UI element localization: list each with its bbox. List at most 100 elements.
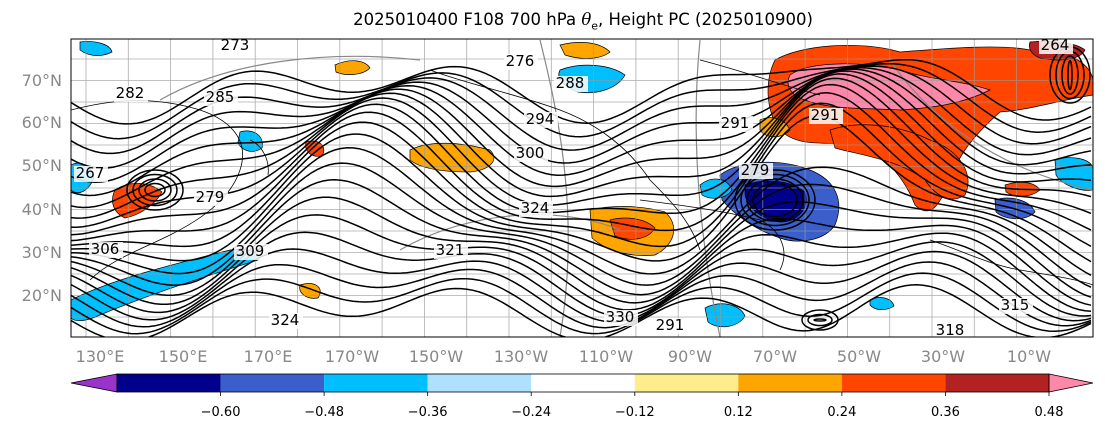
contour-label: 279: [196, 188, 225, 206]
height-contour: [71, 66, 1092, 169]
closed-contour: [734, 169, 816, 231]
contour-label-bg: [554, 76, 588, 92]
contour-label: 285: [206, 88, 235, 106]
contour-label-bg: [809, 108, 843, 124]
colorbar: [70, 373, 1094, 393]
lon-axis-labels: 130°E 150°E 170°E 170°W 150°W 130°W 110°W 90°W 7…: [76, 347, 1052, 366]
closed-contour: [1067, 59, 1073, 91]
height-contour: [71, 231, 1092, 317]
contour-label: 294: [526, 110, 555, 128]
height-contour: [71, 147, 1092, 276]
closed-contour: [813, 318, 827, 322]
lon-tick-label: 110°W: [579, 347, 634, 366]
colorbar-segment: [220, 374, 325, 392]
contour-label-bg: [269, 313, 303, 329]
height-contour: [71, 58, 1092, 125]
contour-label-bg: [604, 310, 638, 326]
lon-tick-label: 130°E: [76, 347, 125, 366]
contour-label: 330: [606, 308, 635, 326]
contour-label-bg: [504, 54, 538, 70]
colorbar-tick-label: −0.36: [408, 405, 448, 420]
contour-label: 324: [271, 311, 300, 329]
lon-tick-label: 30°W: [921, 347, 965, 366]
contour-label: 276: [506, 52, 535, 70]
map-frame: [70, 38, 1094, 338]
contour-label-bg: [519, 201, 553, 217]
colorbar-tick-labels: −0.60 −0.48 −0.36 −0.24 −0.12 0.12 0.24 0.36 0.4…: [201, 392, 1064, 420]
contour-label-bg: [934, 323, 968, 337]
lon-tick-label: 90°W: [668, 347, 712, 366]
contour-label: 267: [76, 164, 105, 182]
contour-label-bg: [234, 244, 268, 260]
height-contour: [71, 272, 1092, 335]
colorbar-tick-label: −0.60: [201, 405, 241, 420]
contour-label: 315: [1001, 296, 1030, 314]
colorbar-tick-label: −0.12: [615, 405, 655, 420]
closed-contour: [746, 178, 804, 222]
colorbar-tick-label: 0.36: [931, 405, 960, 420]
lat-tick-label: 40°N: [22, 200, 62, 219]
contour-label: 282: [116, 84, 145, 102]
colorbar-segment: [841, 374, 946, 392]
height-contour: [71, 73, 1092, 209]
colorbar-segment: [945, 374, 1049, 392]
contour-label-bg: [999, 298, 1033, 314]
colorbar-tick-label: 0.12: [724, 405, 753, 420]
colorbar-segment: [634, 374, 739, 392]
closed-contour: [752, 182, 798, 218]
lon-tick-label: 50°W: [837, 347, 881, 366]
positive-anomaly-north: [559, 42, 611, 59]
height-contour: [71, 83, 1092, 228]
lon-tick-label: 130°W: [494, 347, 549, 366]
height-contour: [71, 102, 1092, 248]
contour-label-bg: [524, 112, 558, 128]
lon-tick-label: 150°E: [159, 347, 208, 366]
lat-tick-label: 20°N: [22, 286, 62, 305]
contour-label: 288: [556, 74, 585, 92]
contour-label: 321: [436, 241, 465, 259]
lon-tick-label: 170°E: [244, 347, 293, 366]
lat-tick-label: 30°N: [22, 243, 62, 262]
contour-label-bg: [204, 90, 238, 106]
contour-label: 300: [516, 144, 545, 162]
colorbar-extend-high: [1048, 373, 1094, 393]
map-title: 2025010400 F108 700 hPa θe, Height PC (2…: [353, 10, 813, 33]
contour-label: 291: [721, 114, 750, 132]
contour-label: 273: [221, 36, 250, 54]
height-contour: [71, 162, 1092, 288]
contour-label-bg: [739, 163, 773, 179]
closed-contour: [138, 178, 172, 202]
contour-label: 306: [91, 240, 120, 258]
height-contour: [71, 92, 1092, 236]
negative-anomaly-tropic: [869, 297, 895, 310]
contour-label: 324: [521, 199, 550, 217]
height-contours: [71, 46, 1092, 337]
closed-contour: [801, 309, 839, 331]
contour-label: 318: [936, 321, 965, 339]
colorbar-tick-label: 0.48: [1035, 405, 1064, 420]
negative-anomaly-kamchatka: [237, 130, 263, 152]
colorbar-frame: [116, 373, 1050, 393]
colorbar-segment: [117, 374, 221, 392]
positive-anomaly-arctic: [334, 60, 371, 75]
closed-contour: [807, 313, 833, 327]
contour-label-bg: [434, 243, 468, 259]
negative-anomaly-bering: [79, 41, 113, 56]
contour-label-bg: [219, 39, 253, 54]
height-contour: [71, 77, 1092, 219]
contour-label-bg: [654, 318, 688, 334]
height-contour: [71, 62, 1092, 140]
contour-label-bg: [514, 146, 548, 162]
lon-tick-label: 70°W: [753, 347, 797, 366]
height-contour: [71, 261, 1092, 329]
colorbar-tick-label: −0.24: [511, 405, 551, 420]
closed-contour: [740, 173, 810, 227]
contour-label: 291: [656, 316, 685, 334]
closed-contour: [126, 169, 184, 211]
height-contour: [71, 68, 1092, 183]
colorbar-segment: [531, 374, 635, 392]
colorbar-segment: [738, 374, 842, 392]
